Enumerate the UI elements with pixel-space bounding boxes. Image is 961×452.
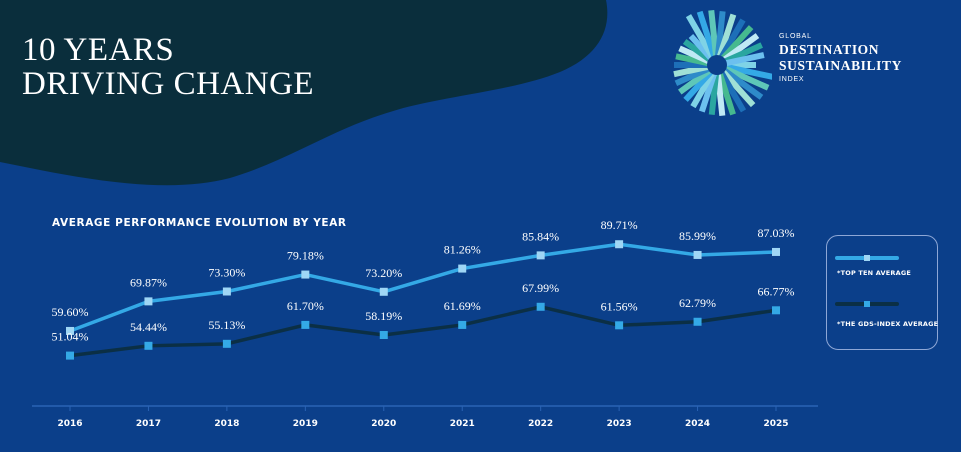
data-point-top-ten bbox=[222, 287, 231, 296]
data-label-gds-index: 61.70% bbox=[287, 299, 324, 313]
data-point-top-ten bbox=[458, 264, 467, 273]
logo-ray bbox=[725, 52, 765, 67]
logo-ray bbox=[682, 39, 712, 63]
data-point-top-ten bbox=[379, 287, 388, 296]
x-tick-label: 2019 bbox=[293, 419, 318, 429]
logo-ray bbox=[725, 63, 772, 80]
data-label-top-ten: 73.30% bbox=[208, 265, 245, 279]
x-tick-label: 2017 bbox=[136, 419, 161, 429]
data-label-top-ten: 79.18% bbox=[287, 249, 324, 263]
data-point-top-ten bbox=[301, 270, 310, 279]
logo-ray bbox=[683, 69, 714, 102]
x-tick-label: 2020 bbox=[371, 419, 396, 429]
legend-label-gds-index: *THE GDS-INDEX AVERAGE bbox=[837, 320, 939, 328]
data-point-top-ten bbox=[536, 251, 545, 260]
data-label-gds-index: 67.99% bbox=[522, 281, 559, 295]
series-line-gds-index bbox=[69, 305, 777, 358]
data-label-gds-index: 61.56% bbox=[601, 299, 638, 313]
data-label-gds-index: 55.13% bbox=[208, 318, 245, 332]
data-point-gds-index bbox=[222, 339, 231, 348]
data-label-gds-index: 54.44% bbox=[130, 320, 167, 334]
data-label-gds-index: 66.77% bbox=[758, 284, 795, 298]
brand-index: INDEX bbox=[779, 76, 805, 83]
data-label-gds-index: 62.79% bbox=[679, 296, 716, 310]
page-title-line-1: 10 YEARS bbox=[22, 32, 175, 68]
chart-legend: *TOP TEN AVERAGE *THE GDS-INDEX AVERAGE bbox=[826, 235, 938, 350]
data-point-gds-index bbox=[772, 306, 780, 315]
x-tick-label: 2024 bbox=[685, 419, 710, 429]
data-point-top-ten bbox=[144, 297, 153, 306]
x-tick-label: 2025 bbox=[763, 419, 788, 429]
data-point-gds-index bbox=[301, 320, 310, 329]
data-label-gds-index: 51.04% bbox=[52, 330, 89, 344]
dark-blob-shape bbox=[0, 0, 608, 186]
data-point-gds-index bbox=[615, 321, 624, 330]
logo-ray bbox=[690, 71, 716, 109]
logo-ray bbox=[718, 18, 746, 59]
x-tick-label: 2021 bbox=[450, 419, 475, 429]
data-point-top-ten bbox=[66, 326, 74, 335]
data-label-top-ten: 85.84% bbox=[522, 229, 559, 243]
brand-sustainability: SUSTAINABILITY bbox=[779, 58, 902, 73]
data-label-top-ten: 87.03% bbox=[758, 226, 795, 240]
x-tick-label: 2022 bbox=[528, 419, 553, 429]
data-label-top-ten: 69.87% bbox=[130, 275, 167, 289]
data-label-gds-index: 61.69% bbox=[444, 299, 481, 313]
logo-ray bbox=[699, 72, 718, 113]
data-point-gds-index bbox=[458, 320, 467, 329]
data-point-top-ten bbox=[772, 247, 780, 256]
data-point-top-ten bbox=[615, 240, 624, 249]
logo-ray bbox=[678, 45, 710, 65]
brand-destination: DESTINATION bbox=[779, 42, 880, 57]
logo-ray bbox=[678, 67, 712, 95]
logo-ray bbox=[722, 33, 760, 63]
data-label-gds-index: 58.19% bbox=[365, 309, 402, 323]
x-tick-label: 2018 bbox=[214, 419, 239, 429]
logo-ray bbox=[720, 25, 754, 61]
chart-title: AVERAGE PERFORMANCE EVOLUTION BY YEAR bbox=[52, 217, 347, 229]
series-line-top-ten bbox=[69, 242, 777, 333]
logo-ray bbox=[685, 14, 716, 59]
legend-marker-top-ten bbox=[864, 255, 870, 261]
logo-ray bbox=[716, 13, 737, 58]
data-point-gds-index bbox=[379, 331, 388, 340]
data-label-top-ten: 85.99% bbox=[679, 229, 716, 243]
logo-ray bbox=[722, 67, 764, 100]
logo-ray bbox=[714, 10, 726, 57]
data-label-top-ten: 59.60% bbox=[52, 305, 89, 319]
data-label-top-ten: 81.26% bbox=[444, 243, 481, 257]
x-tick-label: 2023 bbox=[607, 419, 632, 429]
logo-ray bbox=[708, 73, 720, 116]
brand-global: GLOBAL bbox=[779, 33, 812, 40]
legend-label-top-ten: *TOP TEN AVERAGE bbox=[837, 269, 912, 277]
data-point-gds-index bbox=[144, 341, 153, 350]
logo-ray bbox=[675, 53, 709, 67]
data-point-gds-index bbox=[536, 302, 545, 311]
logo-ray bbox=[718, 71, 747, 113]
data-point-top-ten bbox=[693, 250, 702, 259]
data-label-top-ten: 73.20% bbox=[365, 266, 402, 280]
legend-swatches bbox=[835, 255, 899, 307]
page-title-line-2: DRIVING CHANGE bbox=[22, 66, 315, 102]
logo-ray bbox=[726, 62, 756, 68]
logo-ray bbox=[674, 62, 708, 68]
starburst-logo-icon bbox=[673, 9, 772, 117]
logo-ray bbox=[724, 65, 770, 91]
data-point-gds-index bbox=[66, 351, 74, 360]
data-point-gds-index bbox=[693, 317, 702, 326]
legend-marker-gds-index bbox=[864, 301, 870, 307]
data-label-top-ten: 89.71% bbox=[601, 218, 638, 232]
x-tick-label: 2016 bbox=[57, 419, 82, 429]
logo-ray bbox=[720, 69, 756, 108]
